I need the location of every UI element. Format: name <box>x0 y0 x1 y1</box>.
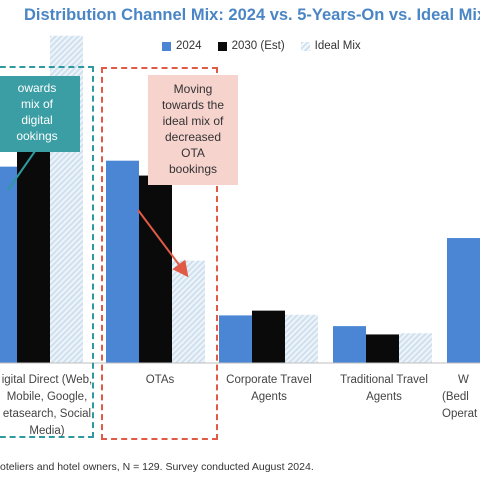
category-label-line: etasearch, Social <box>2 408 92 420</box>
callout-left-line: ookings <box>16 129 58 143</box>
callout-right-line: decreased <box>164 130 222 144</box>
bar-2024 <box>447 238 480 363</box>
bar-2024 <box>333 326 366 363</box>
category-label-line: OTAs <box>145 374 175 386</box>
bar-ideal <box>172 260 205 363</box>
category-label-line: Operat <box>442 408 478 420</box>
bar-2024 <box>106 160 139 363</box>
bar-ideal <box>399 333 432 363</box>
callout-left-line: mix of <box>20 97 53 111</box>
legend-swatch-2024 <box>162 41 171 51</box>
bar-2024 <box>0 166 17 363</box>
legend-label-2024: 2024 <box>176 40 202 52</box>
legend-swatch-2030 <box>217 41 227 51</box>
bar-2030 <box>17 136 50 363</box>
bar-ideal <box>285 314 318 363</box>
footnote: oteliers and hotel owners, N = 129. Surv… <box>0 461 314 473</box>
category-label-line: Agents <box>251 391 287 403</box>
callout-right-line: OTA <box>181 146 205 160</box>
category-label-line: Media) <box>29 425 65 437</box>
bar-2024 <box>219 315 252 363</box>
category-label-corporate: Corporate Travel Agents <box>213 372 325 406</box>
legend-label-2030: 2030 (Est) <box>231 40 285 52</box>
category-label-line: Mobile, Google, <box>6 391 88 403</box>
category-label-wholesale: W (Bedl Operat <box>436 372 480 423</box>
category-label-digital-direct: igital Direct (Web, Mobile, Google, etas… <box>0 372 103 440</box>
bar-2030 <box>139 175 172 363</box>
category-label-line: Corporate Travel <box>226 374 312 386</box>
legend: 2024 2030 (Est) Ideal Mix <box>162 40 361 52</box>
callout-right-line: ideal mix of <box>162 114 224 128</box>
callout-right-line: towards the <box>161 98 225 112</box>
category-label-line: (Bedl <box>442 391 469 403</box>
callout-left-line: digital <box>21 113 53 127</box>
highlight-box-otas <box>101 67 218 440</box>
callout-left-line: owards <box>17 81 57 95</box>
legend-swatch-ideal <box>300 41 310 51</box>
legend-item-2024: 2024 <box>162 40 202 52</box>
bar-2030 <box>252 310 285 363</box>
legend-item-ideal: Ideal Mix <box>300 40 361 52</box>
bar-2030 <box>366 334 399 363</box>
callout-digital-direct: owards mix of digital ookings <box>0 76 80 152</box>
legend-item-2030: 2030 (Est) <box>217 40 285 52</box>
category-label-line: W <box>458 374 469 386</box>
trend-arrow-red <box>137 209 189 278</box>
category-label-traditional: Traditional Travel Agents <box>328 372 440 406</box>
callout-otas: Moving towards the ideal mix of decrease… <box>148 75 238 185</box>
highlight-box-digital-direct <box>0 66 94 438</box>
category-label-line: Agents <box>366 391 402 403</box>
category-label-otas: OTAs <box>104 372 216 389</box>
callout-right-line: Moving <box>173 82 213 96</box>
legend-label-ideal: Ideal Mix <box>314 40 361 52</box>
chart-title: Distribution Channel Mix: 2024 vs. 5-Yea… <box>24 6 480 24</box>
category-label-line: Traditional Travel <box>340 374 428 386</box>
callout-right-line: bookings <box>168 162 218 176</box>
category-label-line: igital Direct (Web, <box>1 374 93 386</box>
